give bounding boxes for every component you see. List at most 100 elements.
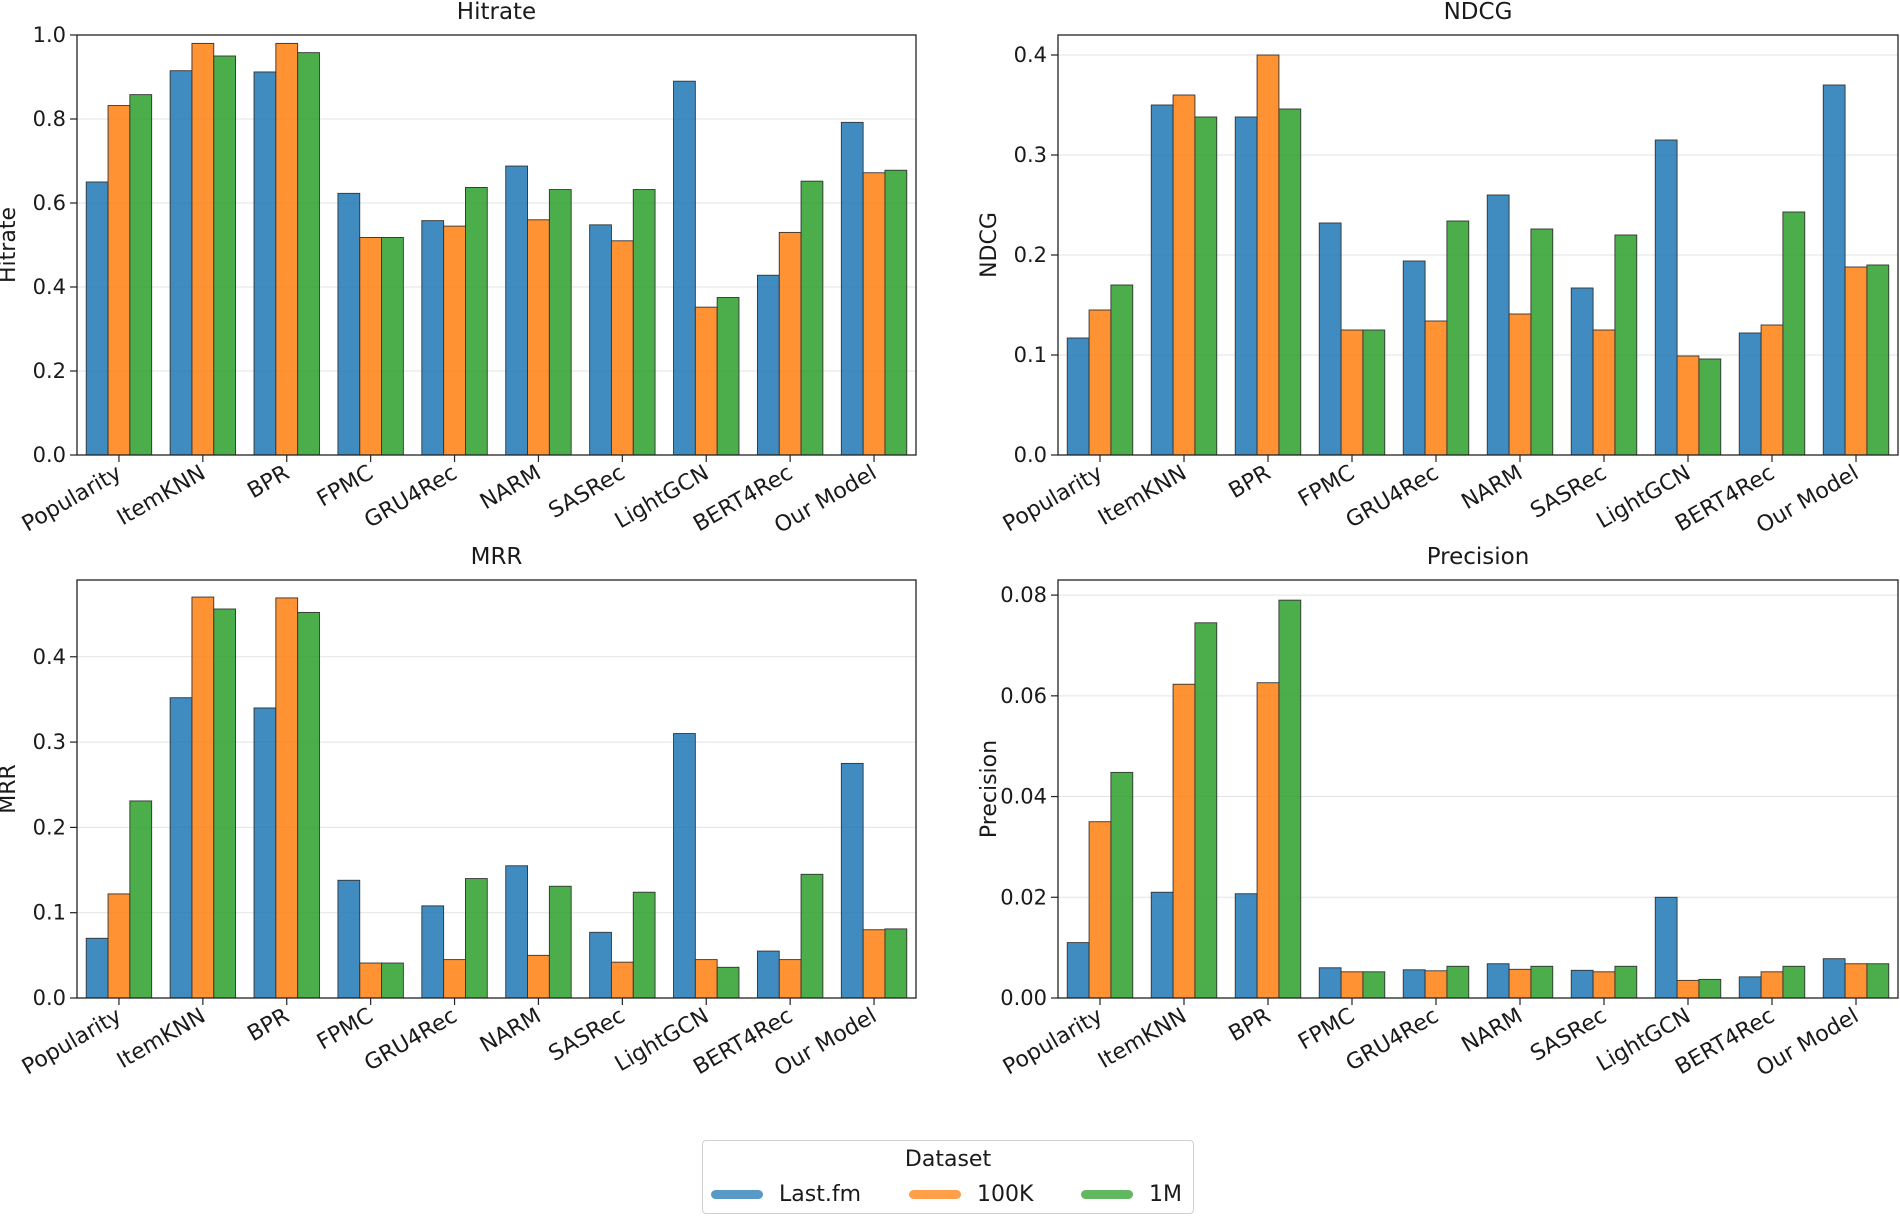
bar-precision-sasrec-1m xyxy=(1614,965,1638,999)
bar-mrr-fpmc-100k xyxy=(359,962,383,999)
bar-precision-bpr-1m xyxy=(1278,599,1302,999)
bar-mrr-popularity-100k xyxy=(107,893,131,999)
bar-hitrate-narm-100k xyxy=(527,219,550,456)
x-tick-label: BPR xyxy=(243,461,293,504)
bar-ndcg-popularity-last-fm xyxy=(1066,337,1090,456)
bar-ndcg-fpmc-1m xyxy=(1362,329,1386,456)
legend-item-100k[interactable]: 100K xyxy=(909,1179,1033,1209)
plot-frame xyxy=(76,34,917,456)
plot-frame xyxy=(76,579,917,999)
bar-mrr-fpmc-last-fm xyxy=(337,879,361,999)
bar-mrr-bpr-1m xyxy=(297,611,320,999)
bar-hitrate-gru4rec-100k xyxy=(443,225,466,456)
bar-ndcg-bpr-100k xyxy=(1256,54,1280,456)
y-tick-label: 0.4 xyxy=(33,645,66,669)
bar-ndcg-fpmc-last-fm xyxy=(1318,222,1342,456)
bar-hitrate-sasrec-100k xyxy=(610,240,634,456)
bar-ndcg-our-model-100k xyxy=(1844,266,1868,456)
bar-ndcg-itemknn-last-fm xyxy=(1150,104,1174,456)
x-tick-label: BPR xyxy=(1225,1004,1275,1047)
bar-precision-narm-last-fm xyxy=(1486,963,1510,999)
bar-hitrate-our-model-1m xyxy=(884,169,908,456)
bar-precision-bert4rec-last-fm xyxy=(1738,976,1762,999)
bar-mrr-gru4rec-1m xyxy=(465,878,488,999)
bar-hitrate-sasrec-1m xyxy=(632,189,656,456)
bar-ndcg-bert4rec-100k xyxy=(1760,324,1784,456)
bar-mrr-lightgcn-1m xyxy=(716,966,740,999)
bar-precision-itemknn-100k xyxy=(1172,683,1196,999)
y-tick-label: 0.02 xyxy=(1000,885,1047,909)
bar-precision-itemknn-1m xyxy=(1194,622,1218,999)
legend-swatch-1m xyxy=(1081,1189,1133,1199)
y-tick-label: 0.2 xyxy=(33,359,66,383)
bar-mrr-lightgcn-100k xyxy=(694,959,718,999)
bar-hitrate-narm-1m xyxy=(548,189,572,456)
bar-precision-our-model-last-fm xyxy=(1822,958,1846,999)
bar-hitrate-bert4rec-last-fm xyxy=(756,274,780,456)
bar-ndcg-itemknn-100k xyxy=(1172,94,1196,456)
y-tick-label: 0.6 xyxy=(33,191,66,215)
bar-mrr-popularity-last-fm xyxy=(85,937,109,999)
bar-ndcg-gru4rec-1m xyxy=(1446,220,1470,456)
plot-frame xyxy=(1057,579,1899,999)
bar-hitrate-bpr-1m xyxy=(297,52,320,456)
bar-mrr-our-model-last-fm xyxy=(840,762,864,999)
bar-precision-itemknn-last-fm xyxy=(1150,891,1174,999)
y-tick-label: 0.3 xyxy=(1014,143,1047,167)
bar-hitrate-lightgcn-100k xyxy=(694,306,718,456)
x-tick-label: FPMC xyxy=(313,1004,378,1056)
x-tick-label: GRU4Rec xyxy=(360,1004,461,1077)
bar-precision-fpmc-1m xyxy=(1362,971,1386,999)
x-tick-label: Popularity xyxy=(999,461,1107,538)
bar-hitrate-fpmc-last-fm xyxy=(337,192,361,456)
bar-precision-gru4rec-last-fm xyxy=(1402,969,1426,999)
bar-ndcg-bert4rec-last-fm xyxy=(1738,332,1762,456)
legend-item-1m[interactable]: 1M xyxy=(1081,1179,1182,1209)
bar-hitrate-bert4rec-100k xyxy=(778,231,802,456)
x-tick-label: ItemKNN xyxy=(113,461,210,531)
bar-mrr-bert4rec-100k xyxy=(778,959,802,999)
x-tick-label: BPR xyxy=(243,1004,293,1047)
x-tick-label: NARM xyxy=(476,461,545,516)
bar-mrr-gru4rec-last-fm xyxy=(421,905,445,999)
y-tick-label: 0.2 xyxy=(33,815,66,839)
legend-label-1m: 1M xyxy=(1149,1181,1182,1207)
x-tick-label: NARM xyxy=(1458,1004,1527,1059)
bar-hitrate-bert4rec-1m xyxy=(800,180,824,456)
x-tick-label: BPR xyxy=(1225,461,1275,504)
y-tick-label: 0.2 xyxy=(1014,243,1047,267)
bar-hitrate-our-model-last-fm xyxy=(840,121,864,456)
bar-hitrate-lightgcn-last-fm xyxy=(673,80,696,456)
bar-hitrate-gru4rec-1m xyxy=(465,187,488,456)
bar-ndcg-narm-1m xyxy=(1530,228,1554,456)
legend: Dataset Last.fm 100K 1M xyxy=(702,1140,1194,1214)
bar-precision-gru4rec-100k xyxy=(1424,970,1448,999)
bar-ndcg-bert4rec-1m xyxy=(1782,211,1806,456)
legend-label-lastfm: Last.fm xyxy=(779,1181,861,1207)
bar-ndcg-popularity-100k xyxy=(1088,309,1112,456)
y-tick-label: 0.0 xyxy=(33,986,66,1010)
y-axis-label: NDCG xyxy=(977,212,1002,278)
bar-hitrate-itemknn-1m xyxy=(213,55,237,456)
legend-item-lastfm[interactable]: Last.fm xyxy=(711,1179,861,1209)
bar-mrr-sasrec-last-fm xyxy=(589,931,612,999)
y-tick-label: 0.8 xyxy=(33,107,66,131)
y-tick-label: 0.00 xyxy=(1000,986,1047,1010)
x-tick-label: FPMC xyxy=(1294,1004,1359,1056)
x-tick-label: FPMC xyxy=(1294,461,1359,513)
bar-mrr-bpr-100k xyxy=(275,597,299,999)
x-tick-label: Popularity xyxy=(18,1004,126,1081)
bar-precision-fpmc-last-fm xyxy=(1318,967,1342,999)
bar-mrr-narm-100k xyxy=(527,954,550,999)
legend-label-100k: 100K xyxy=(977,1181,1034,1207)
bar-mrr-gru4rec-100k xyxy=(443,959,466,999)
bar-mrr-itemknn-100k xyxy=(191,596,215,999)
bar-precision-fpmc-100k xyxy=(1340,971,1364,999)
bar-precision-lightgcn-1m xyxy=(1698,978,1722,999)
plot-frame xyxy=(1057,34,1899,456)
bar-hitrate-itemknn-100k xyxy=(191,42,215,456)
bar-ndcg-our-model-1m xyxy=(1866,264,1890,456)
bar-precision-popularity-1m xyxy=(1110,771,1134,999)
bar-precision-narm-100k xyxy=(1508,968,1532,999)
